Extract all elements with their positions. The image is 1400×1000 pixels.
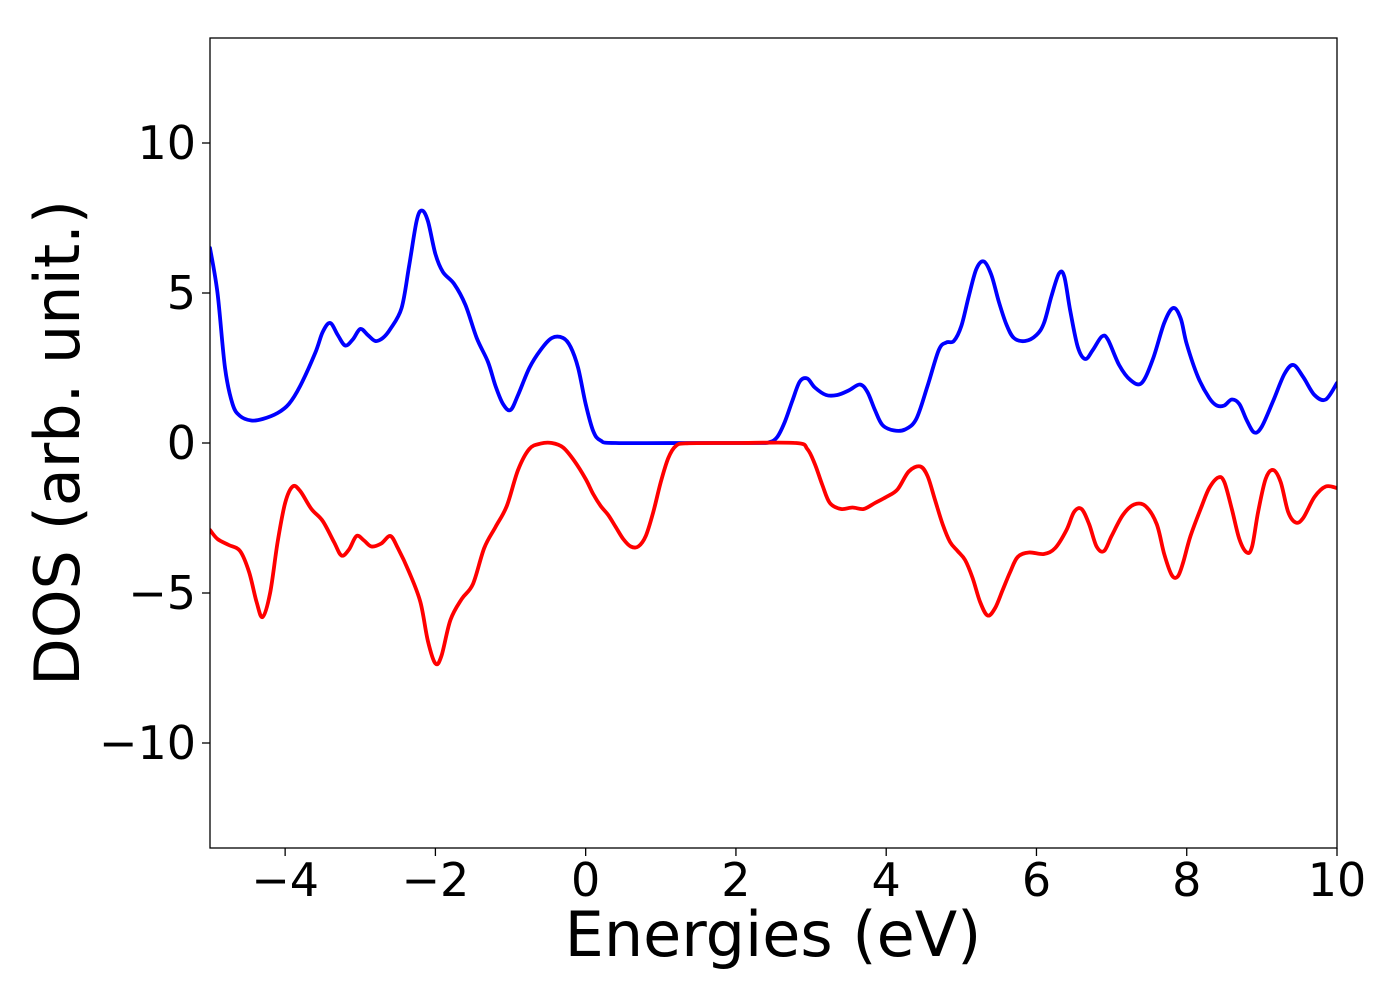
y-tick-label: 5 xyxy=(167,266,196,320)
y-axis: −10 −5 0 5 10 xyxy=(99,116,210,770)
x-tick-label: 4 xyxy=(872,853,901,907)
y-tick-label: −10 xyxy=(99,716,196,770)
x-tick-label: 2 xyxy=(721,853,750,907)
x-tick-label: 6 xyxy=(1022,853,1051,907)
dos-series-line-1 xyxy=(210,208,1337,446)
y-tick-label: −5 xyxy=(128,566,196,620)
x-axis-title: Energies (eV) xyxy=(565,898,982,971)
x-tick-label: 10 xyxy=(1308,853,1367,907)
y-axis-title: DOS (arb. unit.) xyxy=(21,200,94,686)
y-tick-label: 10 xyxy=(137,116,196,170)
x-tick-label: −4 xyxy=(251,853,319,907)
series-layer xyxy=(210,208,1337,667)
dos-series-line-2 xyxy=(210,440,1337,667)
x-axis: −4 −2 0 2 4 6 8 10 xyxy=(251,848,1366,907)
x-tick-label: 8 xyxy=(1172,853,1201,907)
x-tick-label: −2 xyxy=(401,853,469,907)
y-tick-label: 0 xyxy=(167,416,196,470)
x-tick-label: 0 xyxy=(571,853,600,907)
